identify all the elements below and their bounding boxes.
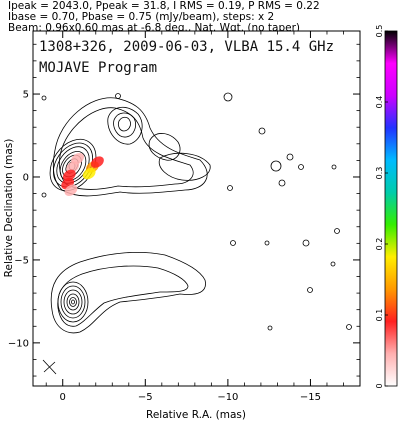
- x-tick-label: −5: [138, 392, 153, 403]
- inset-title: 1308+326, 2009-06-03, VLBA 15.4 GHz: [39, 39, 334, 55]
- colorbar-tick-label: 0.2: [375, 238, 384, 251]
- y-tick-label: 5: [23, 90, 29, 101]
- colorbar-tick-label: 0: [375, 383, 384, 388]
- x-tick-label: −15: [300, 392, 321, 403]
- colorbar-tick-label: 0.3: [375, 167, 384, 180]
- y-tick-label: 0: [23, 172, 29, 183]
- header-line-2: Ibase = 0.70, Pbase = 0.75 (mJy/beam), s…: [8, 11, 274, 23]
- x-axis: 0 −5 −10 −15: [45, 31, 344, 403]
- polarization-patches: [61, 152, 104, 196]
- x-tick-label: −10: [217, 392, 238, 403]
- inset-subtitle: MOJAVE Program: [39, 60, 157, 76]
- x-axis-label: Relative R.A. (mas): [146, 409, 246, 421]
- y-axis-label: Relative Declination (mas): [3, 139, 15, 278]
- colorbar-tick-label: 0.1: [375, 309, 384, 322]
- colorbar: [384, 30, 398, 387]
- plot-frame: [32, 30, 361, 387]
- polarization-patch: [90, 156, 104, 168]
- colorbar-tick-label: 0.4: [375, 96, 384, 109]
- polarization-patch: [82, 167, 96, 180]
- y-axis: 5 0 −5 −10: [8, 43, 360, 377]
- header-line-1: Ipeak = 2043.0, Ppeak = 31.8, I RMS = 0.…: [8, 0, 320, 12]
- y-tick-label: −5: [14, 255, 29, 266]
- colorbar-ticks: 0 0.1 0.2 0.3 0.4 0.5: [375, 25, 388, 389]
- y-tick-label: −10: [8, 338, 29, 349]
- polarization-patch: [62, 169, 76, 182]
- x-tick-label: 0: [60, 392, 66, 403]
- colorbar-tick-label: 0.5: [375, 25, 384, 38]
- polarization-patch: [64, 184, 78, 196]
